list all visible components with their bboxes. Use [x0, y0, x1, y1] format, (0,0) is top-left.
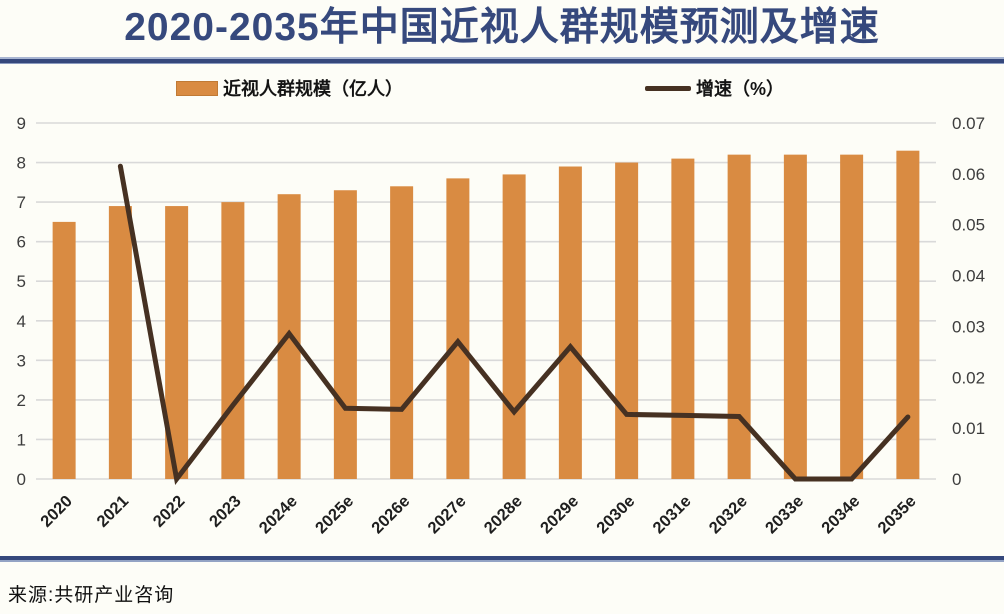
title-divider [0, 57, 1004, 64]
right-axis-tick-label: 0 [952, 470, 961, 489]
bar-legend-swatch-icon [176, 80, 218, 96]
bar [221, 202, 245, 479]
left-axis-tick-label: 6 [17, 233, 26, 252]
page-title: 2020-2035年中国近视人群规模预测及增速 [124, 6, 880, 49]
bar [671, 158, 695, 479]
legend-item-growth: 增速（%） [645, 74, 784, 102]
x-axis-label: 2023 [206, 492, 245, 531]
bar [165, 206, 189, 480]
left-axis-tick-label: 9 [17, 114, 26, 133]
x-axis-label: 2021 [94, 492, 133, 531]
x-axis-label: 2035e [875, 492, 920, 537]
right-axis-tick-label: 0.07 [952, 114, 985, 133]
bar [52, 221, 76, 479]
right-axis-tick-label: 0.01 [952, 419, 985, 438]
line-legend-swatch-icon [645, 85, 691, 91]
right-axis-tick-label: 0.06 [952, 165, 985, 184]
x-axis-label: 2027e [425, 492, 470, 537]
left-axis-tick-label: 3 [17, 351, 26, 370]
line-legend-label: 增速（%） [696, 79, 785, 99]
bar [108, 206, 132, 480]
right-axis-tick-label: 0.04 [952, 267, 985, 286]
x-axis-label: 2026e [368, 492, 413, 537]
bar [840, 154, 864, 479]
x-axis-label: 2020 [37, 492, 76, 531]
bottom-divider [0, 556, 1004, 562]
left-axis-tick-label: 7 [17, 193, 26, 212]
x-axis-label: 2022 [150, 492, 189, 531]
left-axis-tick-label: 2 [17, 391, 26, 410]
x-axis-label: 2032e [706, 492, 751, 537]
left-axis-tick-label: 8 [17, 154, 26, 173]
x-axis-label: 2034e [818, 492, 863, 537]
bar-legend-label: 近视人群规模（亿人） [223, 79, 403, 99]
x-axis-label: 2024e [256, 492, 301, 537]
x-axis-label: 2030e [593, 492, 638, 537]
growth-line [117, 163, 911, 486]
x-axis-label: 2029e [537, 492, 582, 537]
left-axis-tick-label: 4 [17, 312, 26, 331]
legend-item-population: 近视人群规模（亿人） [176, 74, 403, 102]
source-note: 来源:共研产业咨询 [8, 585, 175, 606]
x-axis-label: 2028e [481, 492, 526, 537]
bar [615, 162, 639, 480]
bar [446, 178, 470, 479]
bar [558, 166, 582, 479]
x-axis-label: 2025e [312, 492, 357, 537]
bar [727, 154, 751, 479]
left-axis-tick-label: 0 [17, 470, 26, 489]
x-axis-label: 2033e [762, 492, 807, 537]
bar [502, 174, 526, 479]
right-axis-tick-label: 0.02 [952, 368, 985, 387]
bar [333, 190, 357, 479]
left-axis-tick-label: 5 [17, 272, 26, 291]
right-axis-tick-label: 0.03 [952, 317, 985, 336]
right-axis-tick-label: 0.05 [952, 216, 985, 235]
bar [783, 154, 807, 479]
bar [896, 150, 920, 479]
bar [390, 186, 414, 480]
x-axis-label: 2031e [650, 492, 695, 537]
left-axis-tick-label: 1 [17, 430, 26, 449]
